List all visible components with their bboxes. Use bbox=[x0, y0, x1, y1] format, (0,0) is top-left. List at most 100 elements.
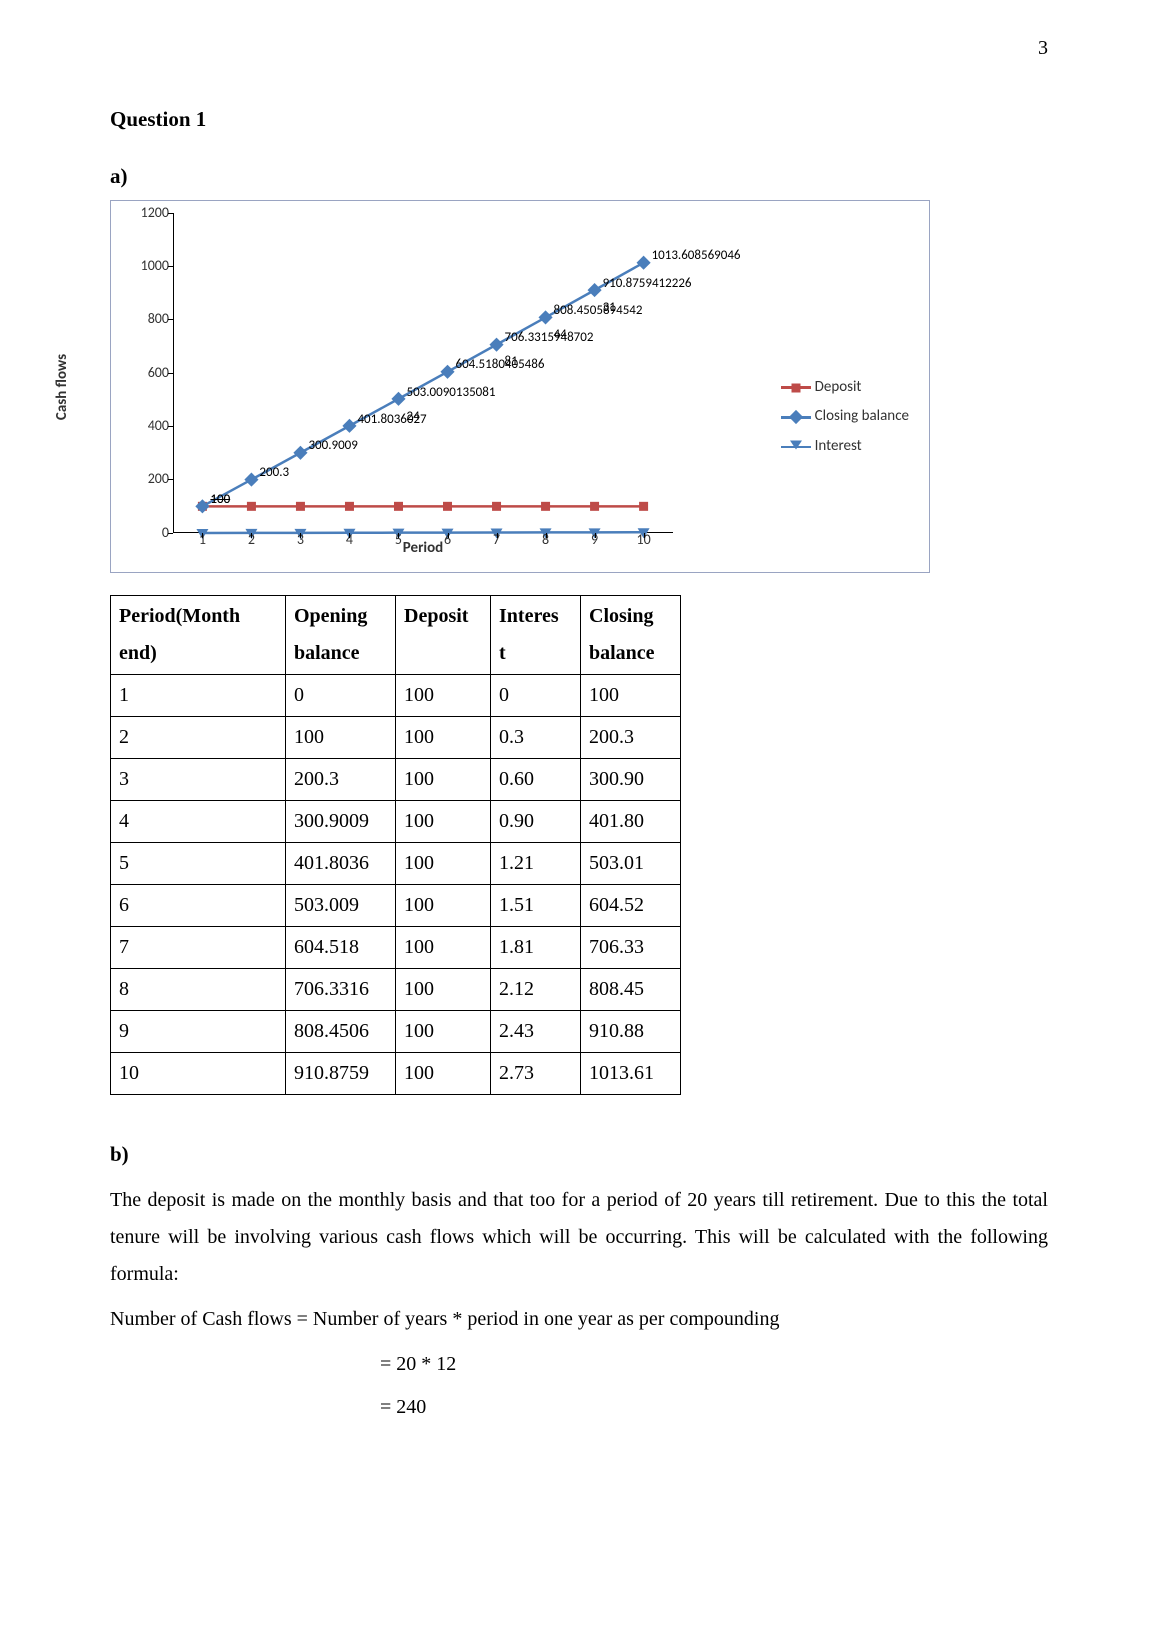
table-cell: 100 bbox=[396, 969, 491, 1011]
table-cell: 100 bbox=[396, 1011, 491, 1053]
x-tick: 9 bbox=[591, 527, 598, 553]
table-cell: 2.12 bbox=[491, 969, 581, 1011]
legend-label: Deposit bbox=[815, 374, 862, 402]
table-row: 3200.31000.60300.90 bbox=[111, 759, 681, 801]
table-row: 7604.5181001.81706.33 bbox=[111, 927, 681, 969]
table-cell: 9 bbox=[111, 1011, 286, 1053]
table-cell: 0.3 bbox=[491, 717, 581, 759]
table-cell: 706.33 bbox=[581, 927, 681, 969]
table-cell: 100 bbox=[396, 801, 491, 843]
table-cell: 100 bbox=[286, 717, 396, 759]
legend-label: Closing balance bbox=[815, 403, 909, 431]
chart-legend: Deposit Closing balance Interest bbox=[781, 372, 909, 463]
legend-item-interest: Interest bbox=[781, 433, 909, 461]
table-cell: 100 bbox=[396, 759, 491, 801]
part-a-label: a) bbox=[110, 157, 1048, 196]
y-tick: 600 bbox=[133, 360, 169, 386]
table-cell: 1.21 bbox=[491, 843, 581, 885]
table-cell: 1.51 bbox=[491, 885, 581, 927]
chart-lines bbox=[173, 213, 673, 533]
legend-item-closing: Closing balance bbox=[781, 403, 909, 431]
body-paragraph-2: Number of Cash flows = Number of years *… bbox=[110, 1301, 1048, 1338]
table-cell: 2 bbox=[111, 717, 286, 759]
x-tick: 7 bbox=[493, 527, 500, 553]
x-tick: 5 bbox=[395, 527, 402, 553]
table-cell: 300.9009 bbox=[286, 801, 396, 843]
table-cell: 604.518 bbox=[286, 927, 396, 969]
table-cell: 6 bbox=[111, 885, 286, 927]
table-cell: 2.73 bbox=[491, 1053, 581, 1095]
x-tick: 1 bbox=[199, 527, 206, 553]
table-row: 9808.45061002.43910.88 bbox=[111, 1011, 681, 1053]
table-header: Period(Monthend) bbox=[111, 596, 286, 675]
y-tick: 200 bbox=[133, 466, 169, 492]
body-paragraph-1: The deposit is made on the monthly basis… bbox=[110, 1182, 1048, 1293]
table-cell: 10 bbox=[111, 1053, 286, 1095]
table-header: Deposit bbox=[396, 596, 491, 675]
table-cell: 100 bbox=[581, 675, 681, 717]
question-heading: Question 1 bbox=[110, 100, 1048, 139]
legend-label: Interest bbox=[815, 433, 862, 461]
table-header: Openingbalance bbox=[286, 596, 396, 675]
table-row: 4300.90091000.90401.80 bbox=[111, 801, 681, 843]
table-cell: 100 bbox=[396, 843, 491, 885]
table-cell: 7 bbox=[111, 927, 286, 969]
table-cell: 0 bbox=[491, 675, 581, 717]
table-cell: 910.8759 bbox=[286, 1053, 396, 1095]
cashflow-chart: Cash flows 02004006008001000120012345678… bbox=[110, 200, 930, 574]
table-cell: 0.60 bbox=[491, 759, 581, 801]
data-point-label: 100 bbox=[210, 488, 230, 512]
table-cell: 200.3 bbox=[581, 717, 681, 759]
table-cell: 2.43 bbox=[491, 1011, 581, 1053]
table-cell: 100 bbox=[396, 885, 491, 927]
equation-2: = 240 bbox=[380, 1389, 1048, 1426]
data-point-label: 910.8759412226 31 bbox=[603, 272, 692, 320]
table-cell: 5 bbox=[111, 843, 286, 885]
y-tick: 800 bbox=[133, 306, 169, 332]
table-cell: 808.45 bbox=[581, 969, 681, 1011]
x-tick: 10 bbox=[636, 527, 650, 553]
table-row: 5401.80361001.21503.01 bbox=[111, 843, 681, 885]
cashflow-table: Period(Monthend)OpeningbalanceDepositInt… bbox=[110, 595, 681, 1095]
page-number: 3 bbox=[1038, 30, 1048, 67]
table-cell: 200.3 bbox=[286, 759, 396, 801]
part-b-label: b) bbox=[110, 1135, 1048, 1174]
table-cell: 300.90 bbox=[581, 759, 681, 801]
data-point-label: 300.9009 bbox=[308, 434, 357, 458]
y-tick: 1200 bbox=[133, 200, 169, 226]
equation-1: = 20 * 12 bbox=[380, 1346, 1048, 1383]
legend-item-deposit: Deposit bbox=[781, 374, 909, 402]
data-point-label: 1013.608569046 bbox=[652, 244, 741, 268]
table-row: 21001000.3200.3 bbox=[111, 717, 681, 759]
table-cell: 808.4506 bbox=[286, 1011, 396, 1053]
table-cell: 910.88 bbox=[581, 1011, 681, 1053]
table-cell: 100 bbox=[396, 1053, 491, 1095]
x-tick: 4 bbox=[346, 527, 353, 553]
x-tick: 3 bbox=[297, 527, 304, 553]
table-cell: 706.3316 bbox=[286, 969, 396, 1011]
table-cell: 401.8036 bbox=[286, 843, 396, 885]
data-point-label: 200.3 bbox=[259, 461, 289, 485]
table-header: Closingbalance bbox=[581, 596, 681, 675]
y-axis-label: Cash flows bbox=[49, 353, 77, 419]
table-cell: 0 bbox=[286, 675, 396, 717]
y-tick: 400 bbox=[133, 413, 169, 439]
table-row: 101000100 bbox=[111, 675, 681, 717]
table-cell: 0.90 bbox=[491, 801, 581, 843]
table-cell: 4 bbox=[111, 801, 286, 843]
table-row: 10910.87591002.731013.61 bbox=[111, 1053, 681, 1095]
table-cell: 1 bbox=[111, 675, 286, 717]
y-tick: 0 bbox=[133, 520, 169, 546]
table-cell: 1013.61 bbox=[581, 1053, 681, 1095]
table-row: 8706.33161002.12808.45 bbox=[111, 969, 681, 1011]
y-tick: 1000 bbox=[133, 253, 169, 279]
table-cell: 100 bbox=[396, 927, 491, 969]
table-row: 6503.0091001.51604.52 bbox=[111, 885, 681, 927]
table-cell: 100 bbox=[396, 717, 491, 759]
plot-area: 0200400600800100012001234567891010010020… bbox=[173, 213, 673, 533]
table-cell: 503.009 bbox=[286, 885, 396, 927]
x-tick: 8 bbox=[542, 527, 549, 553]
x-tick: 6 bbox=[444, 527, 451, 553]
table-cell: 1.81 bbox=[491, 927, 581, 969]
table-header: Interest bbox=[491, 596, 581, 675]
